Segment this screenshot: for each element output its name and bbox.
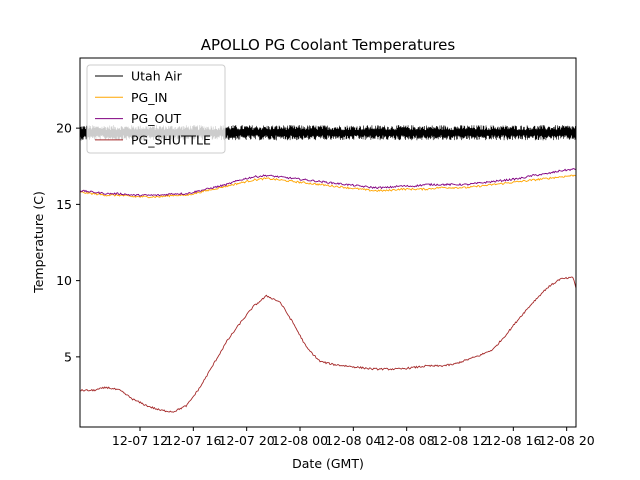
x-tick-label: 12-08 12	[432, 433, 488, 448]
x-tick-label: 12-08 20	[539, 433, 595, 448]
legend-label-utah air: Utah Air	[131, 69, 183, 84]
y-tick-label: 20	[56, 121, 72, 136]
y-axis-label: Temperature (C)	[31, 191, 46, 294]
series-line-pg-out	[80, 168, 576, 197]
x-tick-label: 12-07 16	[165, 433, 221, 448]
series-line-pg-in	[80, 174, 576, 199]
plot-frame	[79, 57, 577, 428]
y-tick-label: 10	[56, 273, 72, 288]
x-axis-label: Date (GMT)	[292, 456, 364, 471]
y-tick-label: 5	[64, 349, 72, 364]
x-tick-label: 12-08 00	[272, 433, 328, 448]
x-tick-label: 12-07 20	[219, 433, 275, 448]
y-tick-label: 15	[56, 197, 72, 212]
series-line-pg-shuttle	[80, 276, 576, 413]
x-tick-label: 12-08 16	[485, 433, 541, 448]
chart-title: APOLLO PG Coolant Temperatures	[201, 36, 456, 54]
legend-label-pg-in: PG_IN	[131, 90, 168, 105]
y-axis: 5 10 15 20	[56, 121, 80, 364]
x-tick-label: 12-08 08	[379, 433, 435, 448]
legend-label-pg-out: PG_OUT	[131, 111, 181, 126]
x-tick-label: 12-08 04	[325, 433, 381, 448]
legend: Utah Air PG_IN PG_OUT PG_SHUTTLE	[86, 64, 226, 154]
legend-label-pg-shuttle: PG_SHUTTLE	[131, 132, 211, 147]
legend-box	[86, 64, 226, 154]
x-tick-label: 12-07 12	[112, 433, 168, 448]
